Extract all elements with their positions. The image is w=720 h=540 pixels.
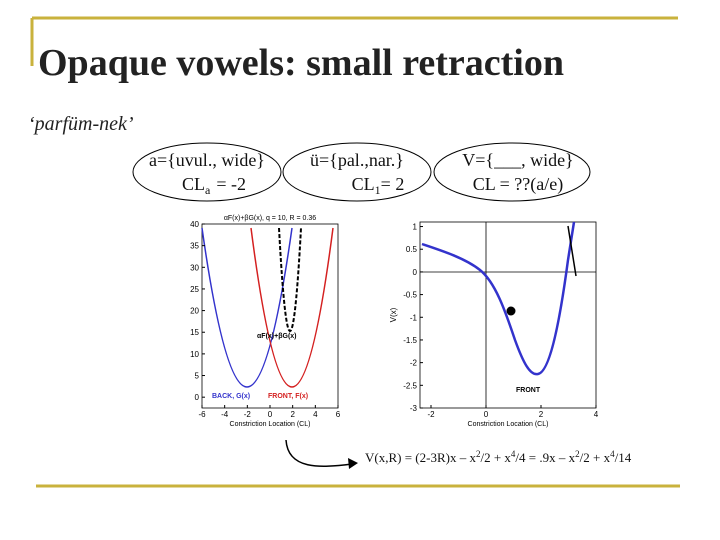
- potential-curve: [421, 221, 576, 376]
- right-plot-frame: [419, 221, 597, 409]
- y-tick-label: 0: [413, 268, 418, 277]
- x-tick-label: -4: [221, 410, 229, 419]
- state-dot: [506, 306, 516, 316]
- formula-part: /4 = .9x – x: [515, 450, 575, 465]
- y-tick-label: 15: [190, 328, 199, 337]
- x-axis-label: Constriction Location (CL): [468, 421, 549, 428]
- superscript: 2: [575, 449, 580, 459]
- ellipse-text: V={___, wide}: [462, 150, 573, 170]
- cl-sub: 1: [375, 183, 381, 197]
- cl-value: = 2: [381, 174, 405, 194]
- ellipse-text: ü={pal.,nar.}: [310, 150, 404, 170]
- y-tick-label: 0.5: [406, 245, 418, 254]
- y-tick-label: 40: [190, 220, 199, 229]
- y-tick-label: 35: [190, 242, 199, 251]
- superscript: 4: [511, 449, 516, 459]
- cl-value: = -2: [216, 174, 246, 194]
- front-curve: [250, 227, 334, 388]
- ellipse-cl: CL1= 2: [352, 174, 405, 197]
- y-tick-label: -1.5: [403, 336, 417, 345]
- marker-line: [567, 225, 577, 277]
- formula-part: /2 + x: [580, 450, 611, 465]
- y-tick-label: 10: [190, 350, 199, 359]
- y-tick-label: -1: [410, 313, 418, 322]
- arrow-head: [348, 458, 358, 469]
- x-tick-label: 2: [539, 410, 544, 419]
- y-tick-label: 20: [190, 307, 199, 316]
- y-tick-label: 25: [190, 285, 199, 294]
- x-axis-label: Constriction Location (CL): [230, 421, 311, 428]
- x-tick-label: 6: [336, 410, 341, 419]
- y-tick-label: 30: [190, 263, 199, 272]
- annotation: αF(x)+βG(x): [257, 333, 297, 340]
- y-tick-label: 1: [413, 223, 418, 232]
- y-axis-label: V(x): [389, 307, 398, 322]
- title: Opaque vowels: small retraction: [38, 42, 564, 84]
- y-tick-label: -2.5: [403, 381, 417, 390]
- left-plot-frame: [201, 223, 339, 409]
- ellipse-cl: CL = ??(a/e): [473, 174, 563, 195]
- annotation: BACK, G(x): [212, 393, 250, 400]
- formula: V(x,R) = (2-3R)x – x2/2 + x4/4 = .9x – x…: [365, 449, 632, 465]
- x-tick-label: 0: [484, 410, 489, 419]
- formula-part: V(x,R) = (2-3R)x – x: [365, 450, 476, 465]
- x-tick-label: -6: [198, 410, 206, 419]
- y-tick-label: -3: [410, 404, 418, 413]
- superscript: 4: [610, 449, 615, 459]
- plot-title: αF(x)+βG(x), q = 10, R = 0.36: [224, 215, 316, 222]
- annotation: FRONT: [516, 387, 541, 394]
- x-tick-label: -2: [244, 410, 252, 419]
- ellipse: [282, 142, 432, 202]
- arrow: [285, 439, 353, 467]
- subtitle: ‘parfüm-nek’: [28, 113, 134, 135]
- ellipse-cl: CLa = -2: [182, 174, 246, 197]
- sum-curve: [278, 227, 302, 332]
- x-tick-label: 0: [268, 410, 273, 419]
- y-tick-label: 5: [195, 372, 200, 381]
- y-tick-label: -2: [410, 359, 418, 368]
- back-curve: [201, 227, 293, 388]
- x-tick-label: 2: [290, 410, 295, 419]
- superscript: 2: [476, 449, 481, 459]
- x-tick-label: -2: [427, 410, 435, 419]
- cl: CL: [182, 174, 205, 194]
- cl-sub: a: [205, 183, 211, 197]
- annotation: FRONT, F(x): [268, 393, 308, 400]
- formula-part: /2 + x: [480, 450, 511, 465]
- ellipse: [132, 142, 282, 202]
- cl: CL: [352, 174, 375, 194]
- formula-part: /14: [615, 450, 632, 465]
- x-tick-label: 4: [313, 410, 318, 419]
- ellipse-text: a={uvul., wide}: [149, 150, 265, 170]
- y-tick-label: -0.5: [403, 291, 417, 300]
- ellipse: [433, 142, 591, 202]
- y-tick-label: 0: [195, 393, 200, 402]
- x-tick-label: 4: [594, 410, 599, 419]
